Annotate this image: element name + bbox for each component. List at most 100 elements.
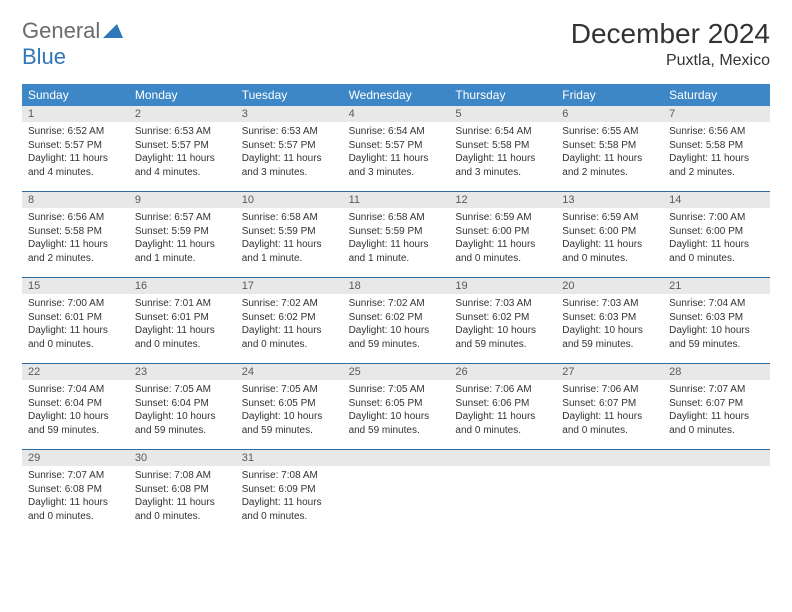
sunset-line: Sunset: 6:05 PM: [242, 397, 337, 411]
day-cell: 2Sunrise: 6:53 AMSunset: 5:57 PMDaylight…: [129, 106, 236, 183]
day-cell: 5Sunrise: 6:54 AMSunset: 5:58 PMDaylight…: [449, 106, 556, 183]
daylight-line: Daylight: 10 hours and 59 minutes.: [135, 410, 230, 437]
day-info: Sunrise: 6:53 AMSunset: 5:57 PMDaylight:…: [236, 122, 343, 183]
sunrise-line: Sunrise: 7:03 AM: [455, 297, 550, 311]
daylight-line: Daylight: 11 hours and 4 minutes.: [135, 152, 230, 179]
sunrise-line: Sunrise: 7:04 AM: [669, 297, 764, 311]
daylight-line: Daylight: 11 hours and 0 minutes.: [242, 496, 337, 523]
day-number: 25: [343, 364, 450, 380]
day-info: Sunrise: 6:58 AMSunset: 5:59 PMDaylight:…: [343, 208, 450, 269]
day-cell: 12Sunrise: 6:59 AMSunset: 6:00 PMDayligh…: [449, 192, 556, 269]
daylight-line: Daylight: 11 hours and 0 minutes.: [455, 410, 550, 437]
day-number: 30: [129, 450, 236, 466]
sunset-line: Sunset: 5:58 PM: [455, 139, 550, 153]
sunset-line: Sunset: 6:02 PM: [349, 311, 444, 325]
day-info: Sunrise: 7:02 AMSunset: 6:02 PMDaylight:…: [236, 294, 343, 355]
day-number: 11: [343, 192, 450, 208]
day-info: Sunrise: 6:56 AMSunset: 5:58 PMDaylight:…: [22, 208, 129, 269]
day-cell: 19Sunrise: 7:03 AMSunset: 6:02 PMDayligh…: [449, 278, 556, 355]
day-info: Sunrise: 6:59 AMSunset: 6:00 PMDaylight:…: [449, 208, 556, 269]
sunrise-line: Sunrise: 6:56 AM: [669, 125, 764, 139]
day-info: Sunrise: 6:54 AMSunset: 5:58 PMDaylight:…: [449, 122, 556, 183]
daylight-line: Daylight: 11 hours and 1 minute.: [242, 238, 337, 265]
day-cell: 28Sunrise: 7:07 AMSunset: 6:07 PMDayligh…: [663, 364, 770, 441]
sunset-line: Sunset: 6:08 PM: [135, 483, 230, 497]
day-number: 18: [343, 278, 450, 294]
weekday-header: Thursday: [449, 84, 556, 106]
day-info: Sunrise: 7:05 AMSunset: 6:04 PMDaylight:…: [129, 380, 236, 441]
day-number: 4: [343, 106, 450, 122]
day-number: 16: [129, 278, 236, 294]
day-number: 22: [22, 364, 129, 380]
day-info: Sunrise: 6:54 AMSunset: 5:57 PMDaylight:…: [343, 122, 450, 183]
day-info: [449, 466, 556, 516]
day-number: 7: [663, 106, 770, 122]
day-info: Sunrise: 7:00 AMSunset: 6:01 PMDaylight:…: [22, 294, 129, 355]
sunrise-line: Sunrise: 7:01 AM: [135, 297, 230, 311]
sunrise-line: Sunrise: 7:07 AM: [669, 383, 764, 397]
day-cell: 3Sunrise: 6:53 AMSunset: 5:57 PMDaylight…: [236, 106, 343, 183]
sunset-line: Sunset: 6:00 PM: [562, 225, 657, 239]
sunrise-line: Sunrise: 6:53 AM: [135, 125, 230, 139]
day-info: [556, 466, 663, 516]
week-row: 15Sunrise: 7:00 AMSunset: 6:01 PMDayligh…: [22, 277, 770, 355]
sunset-line: Sunset: 5:57 PM: [135, 139, 230, 153]
day-number: 23: [129, 364, 236, 380]
sunrise-line: Sunrise: 6:54 AM: [349, 125, 444, 139]
weekday-header-row: SundayMondayTuesdayWednesdayThursdayFrid…: [22, 84, 770, 106]
day-cell: 4Sunrise: 6:54 AMSunset: 5:57 PMDaylight…: [343, 106, 450, 183]
day-info: Sunrise: 7:07 AMSunset: 6:07 PMDaylight:…: [663, 380, 770, 441]
day-info: Sunrise: 6:56 AMSunset: 5:58 PMDaylight:…: [663, 122, 770, 183]
day-number: 9: [129, 192, 236, 208]
day-number: 26: [449, 364, 556, 380]
day-number: 5: [449, 106, 556, 122]
brand-part2: Blue: [22, 44, 66, 69]
daylight-line: Daylight: 11 hours and 0 minutes.: [669, 238, 764, 265]
daylight-line: Daylight: 11 hours and 3 minutes.: [242, 152, 337, 179]
daylight-line: Daylight: 10 hours and 59 minutes.: [349, 324, 444, 351]
day-info: Sunrise: 7:00 AMSunset: 6:00 PMDaylight:…: [663, 208, 770, 269]
sunrise-line: Sunrise: 6:59 AM: [562, 211, 657, 225]
weeks-container: 1Sunrise: 6:52 AMSunset: 5:57 PMDaylight…: [22, 106, 770, 527]
weekday-header: Monday: [129, 84, 236, 106]
daylight-line: Daylight: 11 hours and 3 minutes.: [455, 152, 550, 179]
sunrise-line: Sunrise: 7:02 AM: [242, 297, 337, 311]
day-number: 19: [449, 278, 556, 294]
empty-cell: [663, 450, 770, 527]
day-cell: 24Sunrise: 7:05 AMSunset: 6:05 PMDayligh…: [236, 364, 343, 441]
sunrise-line: Sunrise: 6:54 AM: [455, 125, 550, 139]
sunrise-line: Sunrise: 6:59 AM: [455, 211, 550, 225]
daylight-line: Daylight: 11 hours and 0 minutes.: [562, 238, 657, 265]
daylight-line: Daylight: 11 hours and 0 minutes.: [135, 324, 230, 351]
sunrise-line: Sunrise: 6:56 AM: [28, 211, 123, 225]
weekday-header: Wednesday: [343, 84, 450, 106]
day-info: Sunrise: 7:05 AMSunset: 6:05 PMDaylight:…: [236, 380, 343, 441]
sunrise-line: Sunrise: 7:05 AM: [242, 383, 337, 397]
daylight-line: Daylight: 10 hours and 59 minutes.: [242, 410, 337, 437]
daylight-line: Daylight: 11 hours and 0 minutes.: [455, 238, 550, 265]
day-cell: 21Sunrise: 7:04 AMSunset: 6:03 PMDayligh…: [663, 278, 770, 355]
day-info: Sunrise: 6:52 AMSunset: 5:57 PMDaylight:…: [22, 122, 129, 183]
sunset-line: Sunset: 6:04 PM: [135, 397, 230, 411]
sunset-line: Sunset: 6:04 PM: [28, 397, 123, 411]
day-info: Sunrise: 7:03 AMSunset: 6:03 PMDaylight:…: [556, 294, 663, 355]
day-info: Sunrise: 7:06 AMSunset: 6:07 PMDaylight:…: [556, 380, 663, 441]
day-cell: 1Sunrise: 6:52 AMSunset: 5:57 PMDaylight…: [22, 106, 129, 183]
sunrise-line: Sunrise: 6:57 AM: [135, 211, 230, 225]
sunrise-line: Sunrise: 7:02 AM: [349, 297, 444, 311]
sunset-line: Sunset: 6:03 PM: [669, 311, 764, 325]
sunset-line: Sunset: 5:59 PM: [242, 225, 337, 239]
day-info: Sunrise: 7:06 AMSunset: 6:06 PMDaylight:…: [449, 380, 556, 441]
day-number: 28: [663, 364, 770, 380]
sunset-line: Sunset: 6:05 PM: [349, 397, 444, 411]
day-cell: 26Sunrise: 7:06 AMSunset: 6:06 PMDayligh…: [449, 364, 556, 441]
day-cell: 25Sunrise: 7:05 AMSunset: 6:05 PMDayligh…: [343, 364, 450, 441]
day-info: [343, 466, 450, 516]
day-number: [343, 450, 450, 466]
day-cell: 22Sunrise: 7:04 AMSunset: 6:04 PMDayligh…: [22, 364, 129, 441]
day-number: [663, 450, 770, 466]
daylight-line: Daylight: 10 hours and 59 minutes.: [562, 324, 657, 351]
sunrise-line: Sunrise: 7:05 AM: [349, 383, 444, 397]
sunset-line: Sunset: 5:57 PM: [28, 139, 123, 153]
week-row: 8Sunrise: 6:56 AMSunset: 5:58 PMDaylight…: [22, 191, 770, 269]
